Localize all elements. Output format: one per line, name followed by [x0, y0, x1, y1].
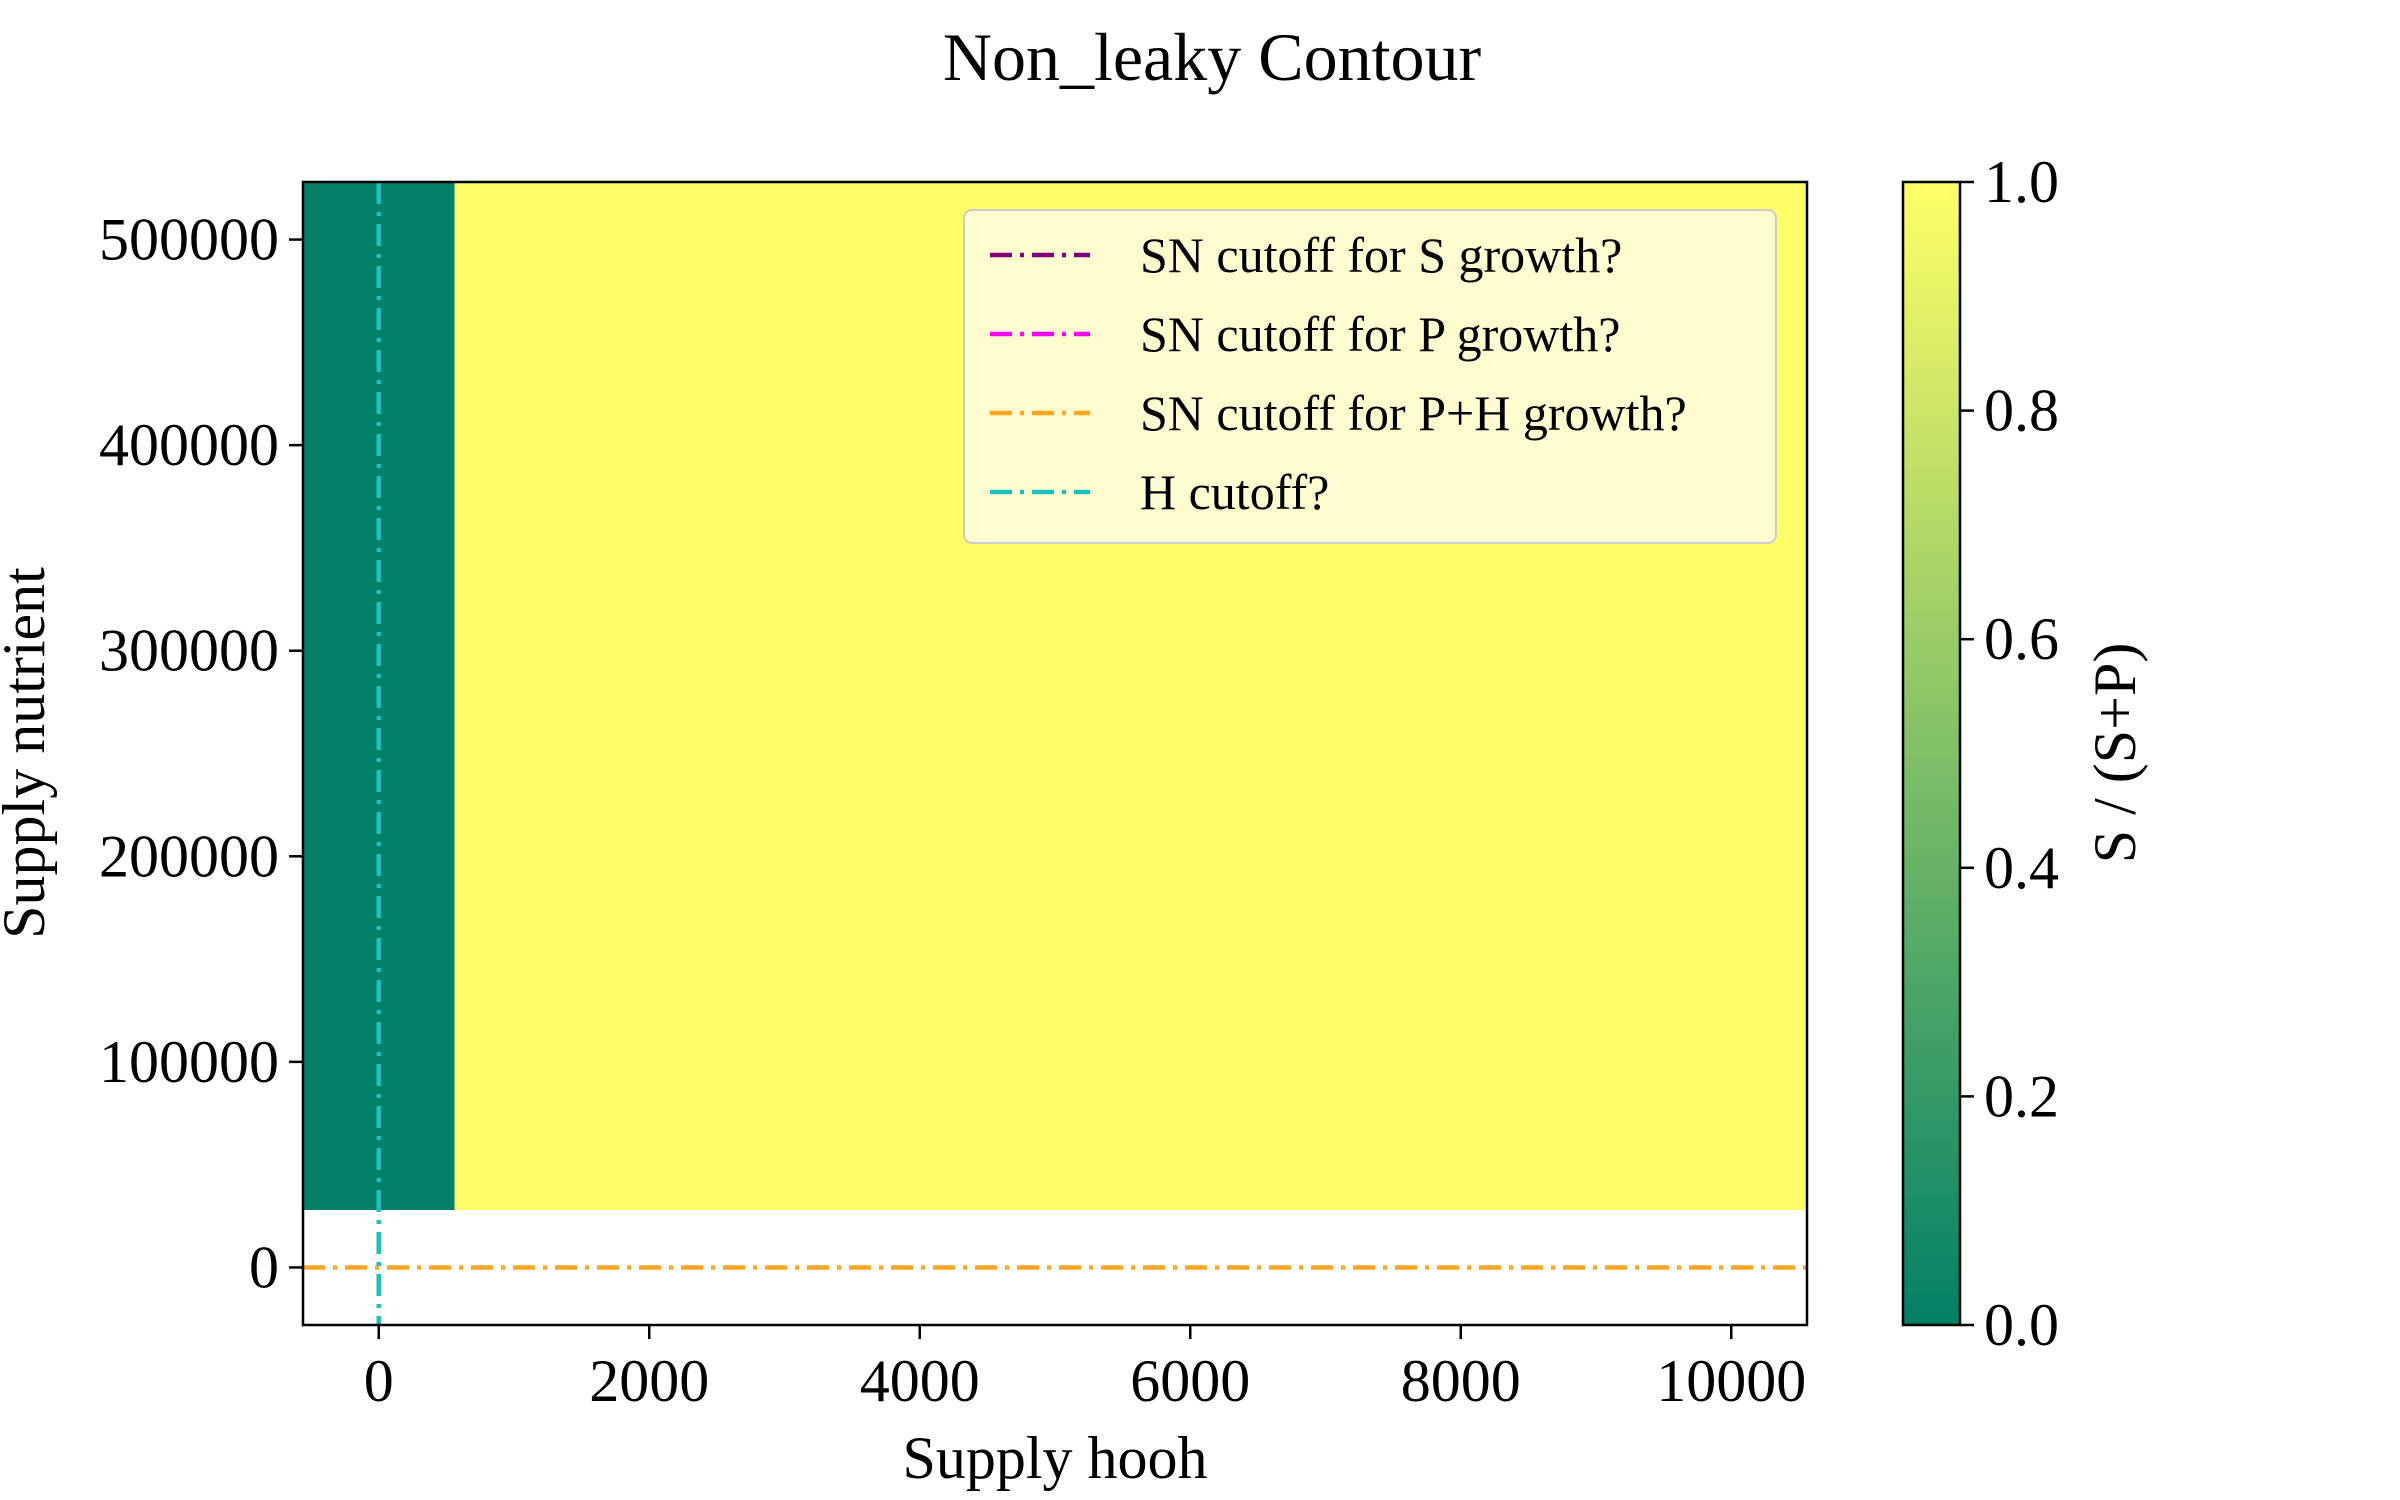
colorbar: 0.0 0.2 0.4 0.6 0.8 1.0 S / (S+P): [1901, 149, 2148, 1358]
y-tick-label: 400000: [99, 412, 279, 478]
y-tick-label: 300000: [99, 618, 279, 684]
x-tick-label: 10000: [1656, 1348, 1806, 1414]
colorbar-ticks: 0.0 0.2 0.4 0.6 0.8 1.0: [1960, 149, 2059, 1358]
chart-title: Non_leaky Contour: [943, 19, 1482, 95]
y-tick-label: 100000: [99, 1029, 279, 1095]
x-tick-label: 6000: [1130, 1348, 1250, 1414]
colorbar-bar: [1901, 180, 1962, 1327]
x-tick-label: 2000: [589, 1348, 709, 1414]
x-tick-label: 0: [364, 1348, 394, 1414]
colorbar-label: S / (S+P): [2082, 643, 2148, 864]
y-tick-label: 500000: [99, 207, 279, 273]
y-axis-ticks: 0 100000 200000 300000 400000 500000: [99, 207, 303, 1300]
legend: SN cutoff for S growth? SN cutoff for P g…: [963, 209, 1777, 544]
legend-entry-label: SN cutoff for P+H growth?: [1140, 385, 1687, 441]
colorbar-tick-label: 0.2: [1984, 1063, 2059, 1129]
x-axis-ticks: 0 2000 4000 6000 8000 10000: [364, 1325, 1806, 1414]
colorbar-tick-label: 0.0: [1984, 1292, 2059, 1358]
colorbar-tick-label: 0.8: [1984, 378, 2059, 444]
x-axis-label: Supply hooh: [902, 1425, 1207, 1491]
legend-box: [963, 209, 1777, 544]
y-axis-label: Supply nutrient: [0, 567, 57, 939]
colorbar-tick-label: 1.0: [1984, 149, 2059, 215]
colorbar-tick-label: 0.6: [1984, 606, 2059, 672]
plot-frame: [301, 180, 1809, 1327]
legend-entries: SN cutoff for S growth? SN cutoff for P g…: [990, 227, 1687, 520]
x-tick-label: 8000: [1401, 1348, 1521, 1414]
y-tick-label: 0: [249, 1234, 279, 1300]
x-tick-label: 4000: [860, 1348, 980, 1414]
y-tick-label: 200000: [99, 823, 279, 889]
legend-entry-label: H cutoff?: [1140, 464, 1329, 520]
colorbar-tick-label: 0.4: [1984, 835, 2059, 901]
legend-entry-label: SN cutoff for S growth?: [1140, 227, 1622, 283]
legend-entry-label: SN cutoff for P growth?: [1140, 306, 1621, 362]
